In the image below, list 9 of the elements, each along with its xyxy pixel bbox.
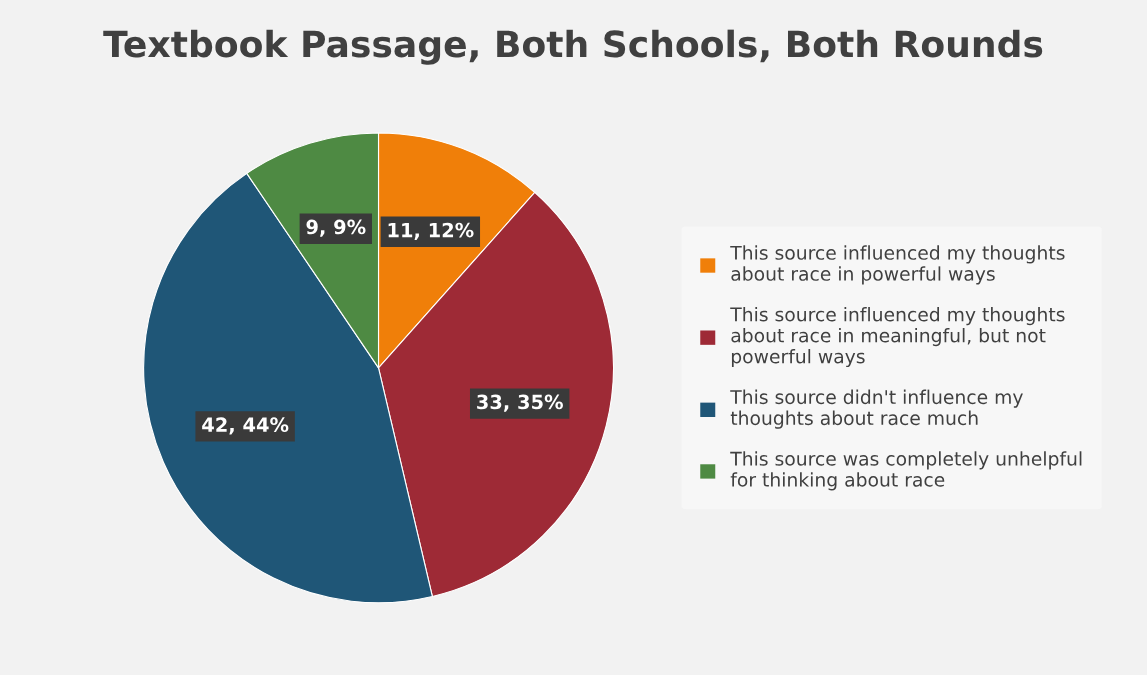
- data-label: 9, 9%: [306, 219, 366, 237]
- chart-title: Textbook Passage, Both Schools, Both Rounds: [103, 29, 1043, 65]
- legend-label: This source was completely unhelpful for thinking about race: [730, 451, 1082, 491]
- data-label: 11, 12%: [388, 222, 474, 240]
- legend-label: This source influenced my thoughts about race in meaningful, but not powerful ways: [730, 306, 1065, 368]
- data-label: 33, 35%: [477, 394, 563, 412]
- legend-label: This source didn't influence my thoughts about race much: [730, 389, 1023, 429]
- data-label: 42, 44%: [202, 417, 289, 435]
- legend-label: This source influenced my thoughts about race in powerful ways: [730, 245, 1065, 285]
